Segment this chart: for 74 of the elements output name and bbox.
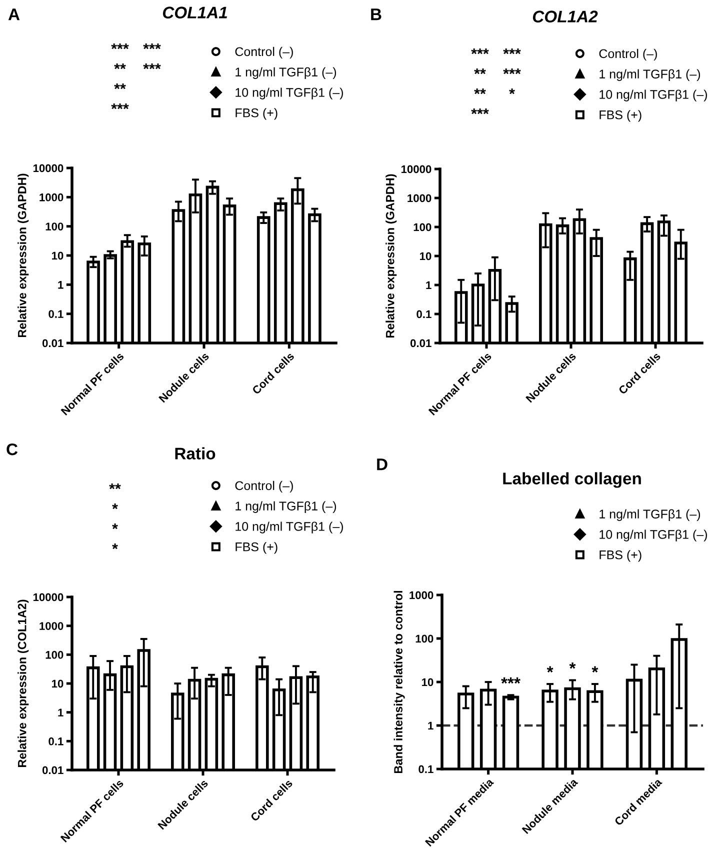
y-tick-label: 10000 (33, 593, 64, 602)
y-tick-label: 1 (58, 281, 64, 289)
text: ** (109, 483, 121, 490)
data-label: * (592, 666, 598, 672)
chart-subtitle: C (6, 443, 18, 456)
text: *** (503, 68, 521, 74)
y-axis-title: Relative expression (COL1A2) (18, 600, 29, 768)
y-tick-label: 100 (414, 223, 432, 232)
y-tick-label: 10 (422, 678, 434, 686)
text: * (509, 88, 515, 94)
legend-label: FBS (+) (600, 110, 642, 122)
y-tick-label: 100 (46, 222, 64, 230)
y-tick-label: 1000 (410, 591, 434, 600)
y-tick-label: 0.1 (48, 737, 64, 746)
y-tick-label: 1 (428, 722, 434, 730)
chart-title: Labelled collagen (503, 472, 641, 488)
y-tick-label: 0.01 (42, 766, 64, 774)
y-tick-label: 100 (416, 634, 434, 643)
y-tick-label: 1 (58, 708, 64, 716)
text: ** (114, 63, 126, 70)
legend-label: 1 ng/ml TGFβ1 (–) (236, 501, 336, 513)
chart-title: COL1A1 (162, 6, 227, 18)
text: *** (111, 103, 129, 110)
text: * (112, 543, 118, 550)
y-tick-label: 1000 (408, 194, 432, 202)
y-tick-label: 0.1 (48, 310, 64, 318)
legend-label: 10 ng/ml TGFβ1 (–) (600, 90, 707, 102)
y-tick-label: 1000 (40, 193, 64, 202)
data-label: * (569, 662, 576, 669)
chart-subtitle: A (8, 8, 20, 20)
legend-label: FBS (+) (236, 108, 278, 120)
y-tick-label: 1000 (40, 622, 64, 630)
chart-title: COL1A2 (532, 10, 598, 22)
legend-label: 10 ng/ml TGFβ1 (–) (236, 88, 343, 100)
text: ** (114, 83, 126, 90)
y-tick-label: 0.01 (42, 339, 64, 348)
text: ** (474, 88, 486, 94)
y-axis-title: Relative expression (GAPDH) (386, 174, 397, 338)
legend-label: 10 ng/ml TGFβ1 (–) (600, 530, 707, 542)
text: *** (471, 108, 489, 114)
legend-label: 1 ng/ml TGFβ1 (–) (600, 509, 700, 521)
legend-label: FBS (+) (600, 550, 642, 562)
text: ** (474, 68, 486, 74)
y-axis-title: Relative expression (GAPDH) (18, 174, 29, 338)
text: *** (471, 48, 489, 54)
y-tick-label: 10000 (33, 164, 64, 172)
y-tick-label: 10 (52, 252, 64, 260)
legend-label: 1 ng/ml TGFβ1 (–) (600, 69, 700, 81)
chart-title: Ratio (175, 447, 216, 460)
legend-label: Control (–) (599, 48, 657, 61)
y-tick-label: 10 (420, 252, 432, 260)
legend-label: Control (–) (235, 46, 293, 59)
legend-label: 10 ng/ml TGFβ1 (–) (236, 522, 343, 534)
legend-label: FBS (+) (236, 542, 278, 554)
y-tick-label: 10000 (401, 165, 432, 174)
text: * (112, 523, 118, 530)
y-tick-label: 0.1 (416, 310, 432, 318)
y-tick-label: 10 (52, 680, 64, 688)
y-axis-title: Band intensity relative to control (394, 590, 405, 774)
text: *** (503, 48, 521, 54)
chart-subtitle: B (371, 8, 382, 20)
legend-label: Control (–) (235, 480, 293, 493)
text: * (112, 503, 118, 510)
y-tick-label: 0.1 (418, 765, 434, 774)
text: *** (143, 43, 161, 50)
text: *** (143, 63, 161, 70)
chart-subtitle: D (377, 458, 388, 470)
y-tick-label: 100 (46, 650, 64, 659)
data-label: * (546, 666, 554, 672)
text: *** (111, 43, 129, 50)
legend-label: 1 ng/ml TGFβ1 (–) (236, 67, 336, 79)
y-tick-label: 0.01 (410, 339, 432, 348)
y-tick-label: 1 (426, 281, 432, 290)
data-label: *** (501, 677, 520, 684)
